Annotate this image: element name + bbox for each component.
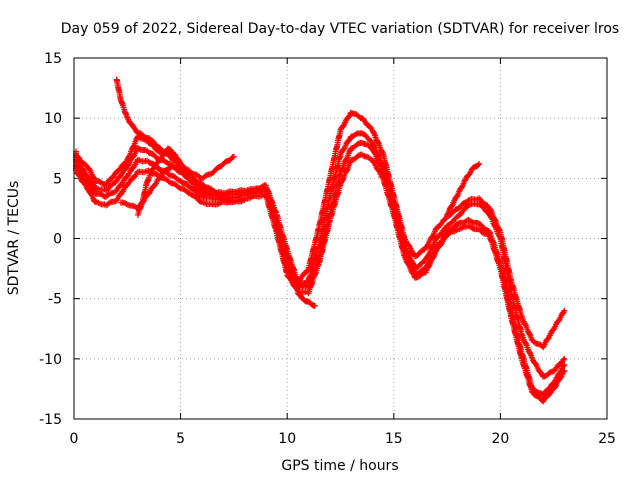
- data-point: [241, 196, 248, 203]
- data-point: [202, 172, 209, 179]
- data-point: [496, 233, 503, 240]
- data-point: [560, 368, 567, 375]
- data-point: [560, 356, 567, 363]
- x-tick-label: 5: [176, 431, 185, 447]
- data-point: [354, 153, 361, 160]
- data-point: [526, 331, 533, 338]
- data-point: [426, 262, 433, 269]
- data-point: [561, 367, 568, 374]
- y-axis-ticks: -15 -10 -5 0 5 10 15: [39, 51, 607, 428]
- data-point: [165, 171, 172, 178]
- data-point: [340, 122, 347, 129]
- y-tick-label: -10: [39, 352, 62, 368]
- series-track-4: [73, 151, 568, 405]
- data-point: [311, 302, 318, 309]
- y-axis-label: SDTVAR / TECUs: [6, 181, 22, 296]
- data-point: [410, 270, 417, 277]
- data-point: [561, 361, 568, 368]
- plot-frame: [73, 57, 608, 420]
- data-point: [454, 193, 461, 200]
- data-point: [177, 160, 184, 167]
- data-point: [476, 160, 483, 167]
- data-point: [560, 362, 567, 369]
- data-point: [430, 253, 437, 260]
- x-tick-label: 20: [491, 431, 509, 447]
- data-point: [201, 183, 208, 190]
- data-point: [192, 178, 199, 185]
- data-point: [487, 213, 494, 220]
- data-point: [454, 220, 461, 227]
- x-tick-label: 15: [385, 431, 403, 447]
- series-track-9: [444, 160, 483, 218]
- data-point: [118, 189, 125, 196]
- data-point: [90, 174, 97, 181]
- data-point: [152, 181, 159, 188]
- y-tick-label: -5: [48, 292, 62, 308]
- series-track-5: [113, 76, 237, 182]
- data-point: [354, 140, 361, 147]
- y-tick-label: 5: [53, 171, 62, 187]
- data-point: [459, 183, 466, 190]
- y-tick-label: 15: [44, 51, 62, 67]
- y-tick-label: 0: [53, 232, 62, 248]
- data-point: [556, 317, 563, 324]
- data-point: [375, 139, 382, 146]
- series-track-8: [294, 290, 318, 309]
- data-point: [360, 152, 367, 159]
- data-point: [561, 307, 568, 314]
- data-point: [105, 191, 112, 198]
- x-tick-label: 0: [70, 431, 79, 447]
- data-point: [469, 225, 476, 232]
- data-point: [339, 177, 346, 184]
- data-point: [468, 218, 475, 225]
- data-point: [358, 139, 365, 146]
- data-point: [532, 339, 539, 346]
- x-axis-ticks: 0 5 10 15 20 25: [70, 58, 616, 447]
- data-point: [219, 195, 226, 202]
- data-point: [453, 227, 460, 234]
- data-point: [405, 261, 412, 268]
- data-point: [130, 143, 137, 150]
- data-point: [371, 159, 378, 166]
- data-point: [492, 223, 499, 230]
- data-point: [176, 157, 183, 164]
- data-point: [174, 176, 181, 183]
- data-point: [552, 383, 559, 390]
- data-point: [356, 113, 363, 120]
- data-point: [118, 172, 125, 179]
- data-point: [475, 162, 482, 169]
- data-point: [348, 109, 355, 116]
- data-point: [136, 145, 143, 152]
- y-tick-label: 10: [44, 111, 62, 127]
- y-tick-label: -15: [39, 412, 62, 428]
- data-point: [352, 131, 359, 138]
- data-series: [73, 76, 568, 405]
- data-point: [157, 173, 164, 180]
- data-point: [176, 184, 183, 191]
- data-point: [557, 374, 564, 381]
- data-point: [546, 369, 553, 376]
- data-point: [156, 166, 163, 173]
- data-point: [522, 321, 529, 328]
- data-point: [230, 153, 237, 160]
- data-point: [166, 179, 173, 186]
- chart-title: Day 059 of 2022, Sidereal Day-to-day VTE…: [61, 21, 619, 37]
- x-tick-label: 25: [598, 431, 616, 447]
- data-point: [484, 202, 491, 209]
- data-point: [561, 355, 568, 362]
- data-point: [152, 163, 159, 170]
- x-tick-label: 10: [278, 431, 296, 447]
- data-point: [75, 172, 82, 179]
- series-track-7: [134, 145, 184, 218]
- data-point: [370, 129, 377, 136]
- x-axis-label: GPS time / hours: [281, 458, 398, 474]
- data-point: [343, 167, 350, 174]
- data-point: [339, 165, 346, 172]
